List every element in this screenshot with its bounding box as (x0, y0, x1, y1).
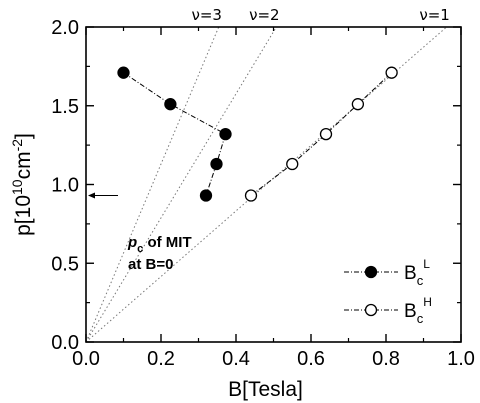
arrow-head-icon (88, 192, 95, 199)
y-tick-label: 1.5 (51, 96, 79, 118)
labels: ν=3 ν=2 ν=1 B[Tesla] p[1010cm-2] (9, 6, 450, 401)
data-point-bch (351, 98, 365, 111)
nu-label: ν=3 (191, 6, 222, 24)
data-point-bch (385, 66, 398, 79)
legend-marker (364, 303, 378, 317)
x-tick-label: 0.0 (72, 348, 100, 370)
ticks: 0.0 0.2 0.4 0.6 0.8 1.0 0.0 0.5 1.0 1.5 2.0 (51, 17, 475, 370)
data-point-bcl (219, 127, 232, 141)
data-point-bcl (164, 98, 177, 111)
x-tick-label: 0.6 (297, 348, 325, 370)
nu-label: ν=1 (419, 6, 450, 24)
legend: BcL BcH (344, 257, 432, 326)
annotation-line-2: at B=0 (128, 256, 173, 273)
data-point-bch (244, 189, 258, 202)
data-point-bch (319, 127, 333, 141)
x-tick-label: 0.4 (222, 348, 250, 370)
series-lines (123, 72, 392, 196)
legend-label: BcL (404, 257, 430, 288)
nu-reference-line (85, 26, 220, 343)
x-tick-label: 1.0 (447, 348, 475, 370)
annotation-line-1: pc of MIT (127, 234, 192, 255)
data-point-bcl (199, 189, 213, 202)
y-axis-title: p[1010cm-2] (9, 133, 35, 236)
data-markers (117, 66, 398, 202)
y-tick-label: 1.0 (51, 175, 79, 197)
y-tick-label: 0.5 (51, 253, 79, 275)
nu-reference-line (85, 26, 277, 343)
y-tick-label: 2.0 (51, 17, 79, 39)
plot-frame (85, 26, 462, 343)
legend-marker (364, 265, 378, 279)
series-line (123, 72, 227, 196)
y-tick-label: 0.0 (51, 332, 79, 354)
x-tick-label: 0.8 (372, 348, 400, 370)
data-point-bcl (117, 66, 130, 79)
reference-lines (85, 26, 447, 343)
x-tick-label: 0.2 (147, 348, 175, 370)
x-axis-title: B[Tesla] (228, 378, 303, 401)
data-point-bcl (210, 157, 223, 171)
data-point-bch (286, 157, 299, 171)
legend-label: BcH (404, 295, 432, 326)
axes (85, 26, 462, 343)
nu-label: ν=2 (249, 6, 280, 24)
